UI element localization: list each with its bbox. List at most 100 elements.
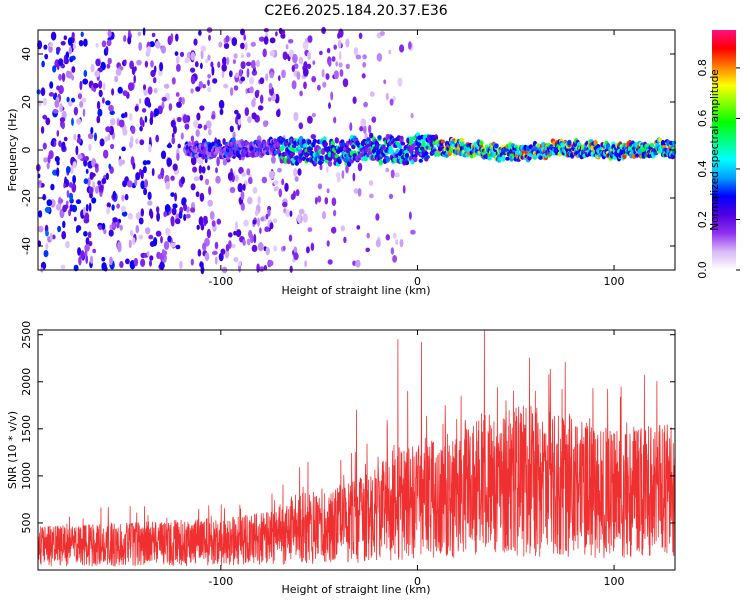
heatmap-cell: [361, 73, 366, 79]
heatmap-cell: [61, 72, 66, 82]
heatmap-cell: [342, 78, 349, 88]
heatmap-cell: [378, 159, 384, 166]
heatmap-cell: [63, 183, 66, 189]
heatmap-cell: [248, 230, 253, 239]
heatmap-cell: [101, 178, 107, 185]
heatmap-cell: [369, 132, 374, 139]
heatmap-cell: [153, 108, 160, 117]
heatmap-cell: [83, 178, 89, 185]
heatmap-cell: [43, 98, 47, 104]
heatmap-cell: [292, 190, 296, 200]
heatmap-cell: [388, 193, 394, 200]
heatmap-cell: [235, 174, 239, 182]
colorbar-tick-label: 0.6: [696, 110, 709, 128]
heatmap-cell: [115, 68, 122, 76]
y-tick-label: 2000: [20, 368, 33, 396]
heatmap-cell: [255, 59, 260, 68]
heatmap-cell: [199, 174, 204, 181]
heatmap-cell: [345, 63, 350, 70]
heatmap-cell: [410, 112, 414, 119]
heatmap-cell: [220, 248, 226, 255]
heatmap-cell: [251, 69, 258, 76]
heatmap-cell: [165, 227, 171, 236]
heatmap-cell: [404, 160, 410, 166]
heatmap-cell: [204, 178, 210, 185]
heatmap-cell: [363, 101, 368, 108]
heatmap-cell: [289, 265, 293, 273]
heatmap-cell: [40, 87, 46, 97]
heatmap-cell: [250, 41, 256, 47]
heatmap-cell: [77, 247, 82, 256]
heatmap-cell: [73, 106, 79, 116]
heatmap-cell: [55, 203, 62, 211]
heatmap-cell: [72, 44, 76, 50]
snr-x-ticks: -100 0 100: [208, 330, 625, 588]
heatmap-cell: [307, 35, 313, 43]
heatmap-cell: [129, 112, 133, 122]
heatmap-cell: [409, 211, 412, 220]
heatmap-cell: [385, 156, 390, 163]
heatmap-cell: [399, 44, 405, 53]
heatmap-cell: [175, 56, 180, 65]
heatmap-cell: [198, 165, 203, 174]
heatmap-cell: [269, 71, 274, 79]
heatmap-cell: [302, 213, 308, 223]
heatmap-cell: [190, 67, 196, 73]
heatmap-cell: [156, 212, 161, 222]
heatmap-cell: [123, 59, 127, 65]
heatmap-cell: [111, 88, 115, 96]
heatmap-cell: [42, 142, 47, 150]
heatmap-cell: [128, 239, 132, 249]
heatmap-cell: [124, 193, 129, 201]
heatmap-cell: [164, 204, 171, 213]
heatmap-cell: [327, 160, 333, 167]
heatmap-cell: [138, 234, 144, 240]
heatmap-cell: [105, 172, 109, 180]
heatmap-cell: [240, 191, 245, 200]
heatmap-cell: [105, 46, 109, 54]
heatmap-cell: [365, 247, 371, 253]
heatmap-cell: [207, 74, 212, 79]
colorbar-ticks: 0.0 0.2 0.4 0.6 0.8: [696, 59, 740, 279]
heatmap-cell: [282, 201, 288, 208]
heatmap-cell: [397, 77, 403, 87]
heatmap-cell: [178, 97, 183, 103]
spectrogram-y-ticks: -40 -20 0 20 40: [20, 47, 675, 255]
heatmap-cell: [37, 99, 42, 107]
heatmap-cell: [122, 90, 128, 97]
heatmap-cell: [103, 228, 107, 235]
heatmap-cell: [352, 96, 357, 104]
heatmap-cell: [135, 212, 142, 220]
heatmap-cell: [95, 58, 101, 67]
heatmap-cell: [302, 40, 309, 50]
heatmap-cell: [225, 244, 230, 252]
heatmap-cell: [163, 211, 168, 218]
heatmap-cell: [97, 225, 103, 230]
heatmap-cell: [383, 79, 387, 85]
heatmap-cell: [203, 215, 208, 222]
colorbar-label: Normalized spectral amplitude: [709, 69, 721, 230]
heatmap-cell: [153, 237, 158, 247]
heatmap-cell: [88, 143, 92, 152]
heatmap-cell: [218, 99, 225, 109]
heatmap-cell: [366, 137, 371, 143]
heatmap-cell: [60, 41, 66, 46]
heatmap-cell: [244, 107, 249, 117]
heatmap-cell: [63, 136, 68, 142]
heatmap-cell: [190, 88, 194, 94]
heatmap-cell: [110, 143, 115, 150]
heatmap-cell: [139, 139, 145, 146]
heatmap-cell: [61, 231, 67, 240]
heatmap-cell: [304, 260, 307, 268]
heatmap-cell: [146, 46, 151, 55]
heatmap-cell: [273, 245, 278, 252]
heatmap-cell: [38, 210, 43, 218]
heatmap-cell: [298, 56, 304, 65]
heatmap-cell: [135, 138, 139, 145]
heatmap-cell: [123, 35, 127, 42]
heatmap-cell: [228, 232, 233, 238]
heatmap-cell: [356, 225, 361, 230]
heatmap-cell: [131, 66, 136, 75]
heatmap-cell: [41, 60, 45, 68]
heatmap-cell: [222, 56, 227, 66]
